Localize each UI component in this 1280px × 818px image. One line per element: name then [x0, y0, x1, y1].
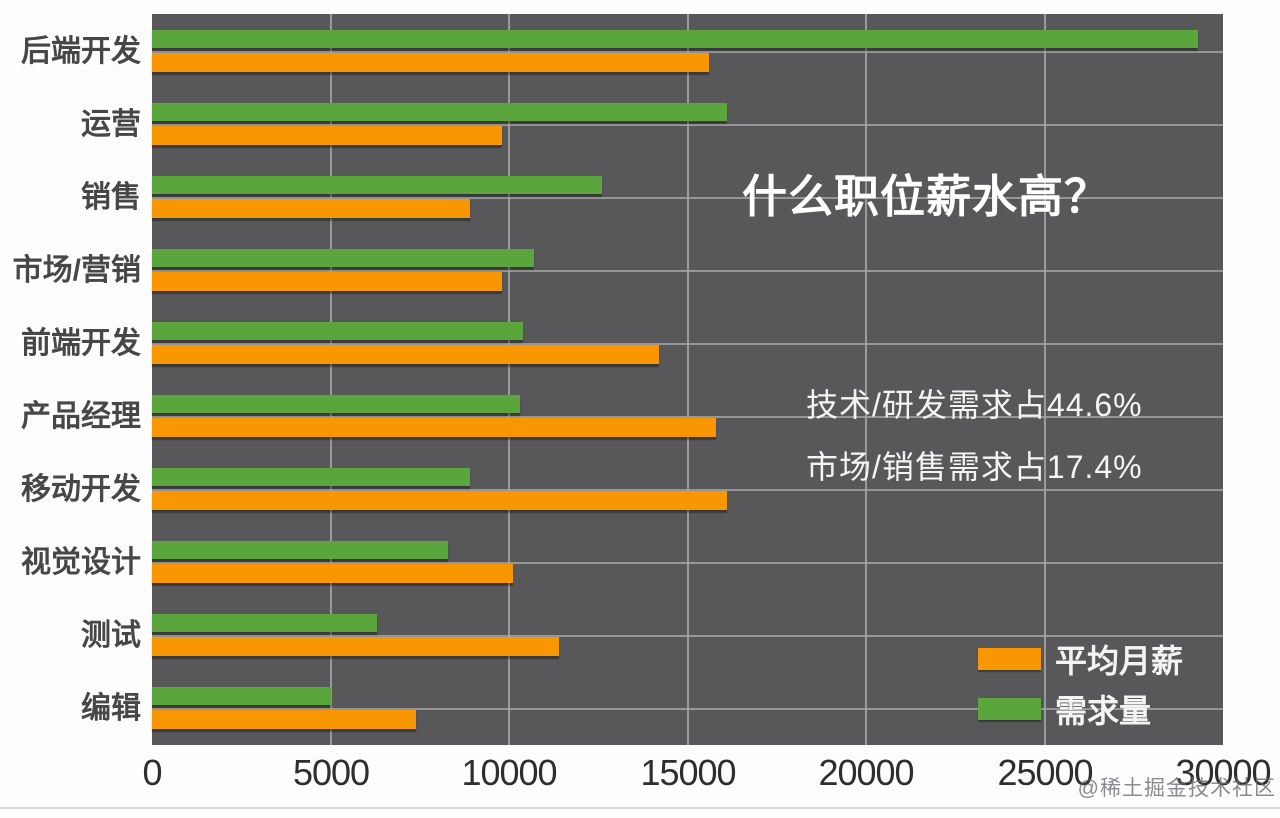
horizontal-gridline: [152, 416, 1223, 418]
horizontal-gridline: [152, 270, 1223, 272]
legend-item-demand: 需求量: [978, 684, 1183, 734]
legend-item-salary: 平均月薪: [978, 634, 1183, 684]
bar-demand-8: [152, 614, 377, 632]
bar-demand-7: [152, 541, 448, 559]
legend: 平均月薪 需求量: [978, 634, 1183, 734]
y-tick-label-7: 视觉设计: [21, 546, 141, 579]
legend-label-demand: 需求量: [1055, 693, 1152, 729]
horizontal-gridline: [152, 489, 1223, 491]
x-tick-label-5000: 5000: [292, 752, 370, 793]
y-tick-label-5: 产品经理: [21, 400, 141, 433]
y-tick-label-3: 市场/营销: [12, 254, 141, 287]
bar-salary-3: [152, 272, 502, 291]
bar-salary-2: [152, 199, 470, 218]
bar-salary-8: [152, 637, 559, 656]
plot-area: [152, 14, 1223, 745]
bar-salary-0: [152, 53, 709, 72]
x-tick-label-30000: 30000: [1175, 752, 1271, 793]
vertical-gridline-10000: [508, 14, 510, 745]
horizontal-gridline: [152, 635, 1223, 637]
bar-salary-5: [152, 418, 716, 437]
horizontal-gridline: [152, 197, 1223, 199]
bar-salary-1: [152, 126, 502, 145]
y-tick-label-9: 编辑: [81, 692, 141, 725]
vertical-gridline-20000: [865, 14, 867, 745]
y-tick-label-1: 运营: [81, 108, 141, 141]
horizontal-gridline: [152, 562, 1223, 564]
x-tick-label-20000: 20000: [818, 752, 914, 793]
y-tick-label-4: 前端开发: [21, 327, 141, 360]
bar-demand-4: [152, 322, 523, 340]
legend-swatch-salary: [978, 648, 1041, 670]
bar-demand-1: [152, 103, 727, 121]
x-tick-label-10000: 10000: [461, 752, 557, 793]
x-tick-label-25000: 25000: [997, 752, 1093, 793]
vertical-gridline-5000: [330, 14, 332, 745]
x-tick-label-0: 0: [142, 752, 162, 793]
horizontal-gridline: [152, 343, 1223, 345]
y-tick-label-8: 测试: [81, 619, 141, 652]
bottom-divider: [0, 807, 1280, 809]
bar-salary-7: [152, 564, 513, 583]
bar-demand-6: [152, 468, 470, 486]
horizontal-gridline: [152, 51, 1223, 53]
bar-salary-4: [152, 345, 659, 364]
x-tick-label-15000: 15000: [640, 752, 736, 793]
watermark: @稀土掘金技术社区: [1077, 777, 1276, 800]
bar-demand-9: [152, 687, 331, 705]
bar-salary-6: [152, 491, 727, 510]
chart-title: 什么职位薪水高？: [742, 171, 1111, 222]
bar-demand-2: [152, 176, 602, 194]
vertical-gridline-25000: [1044, 14, 1046, 745]
y-tick-label-6: 移动开发: [21, 473, 141, 506]
y-tick-label-2: 销售: [81, 181, 141, 214]
annotation-tech-demand: 技术/研发需求占44.6%: [806, 387, 1143, 423]
bar-demand-5: [152, 395, 520, 413]
y-tick-label-0: 后端开发: [21, 35, 141, 68]
legend-label-salary: 平均月薪: [1055, 643, 1184, 679]
horizontal-gridline: [152, 124, 1223, 126]
vertical-gridline-15000: [687, 14, 689, 745]
legend-swatch-demand: [978, 698, 1041, 720]
annotation-market-demand: 市场/销售需求占17.4%: [806, 449, 1143, 485]
horizontal-gridline: [152, 708, 1223, 710]
bar-salary-9: [152, 710, 416, 729]
bar-demand-0: [152, 30, 1198, 48]
bar-demand-3: [152, 249, 534, 267]
